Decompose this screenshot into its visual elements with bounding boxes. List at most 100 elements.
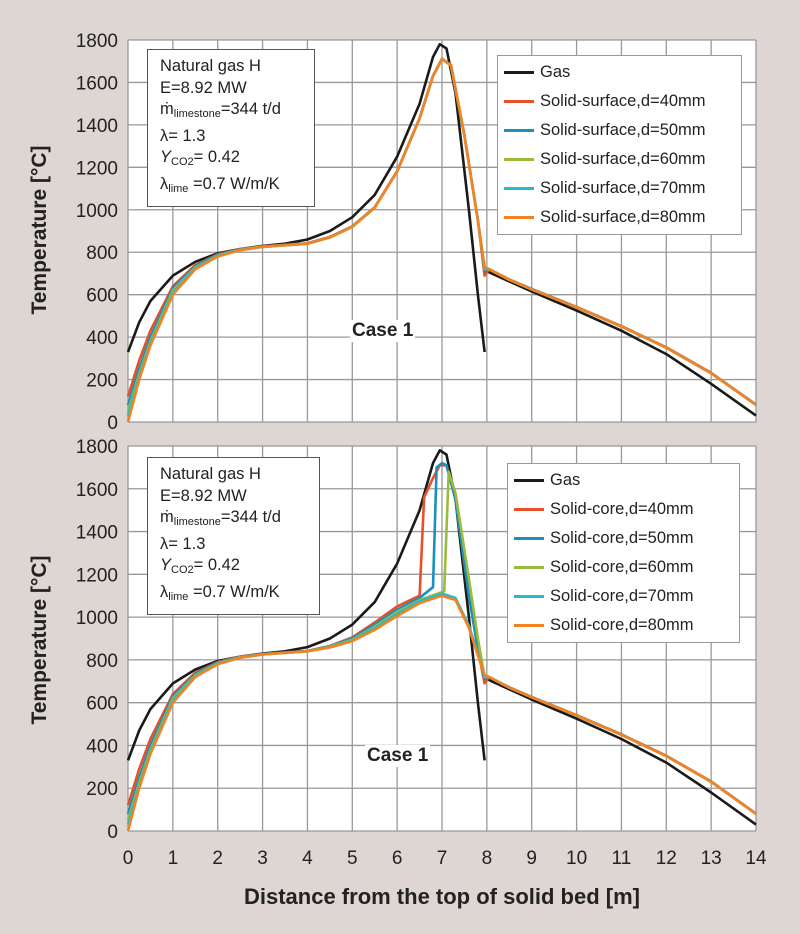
parameter-text: λ [160,174,169,193]
parameter-subscript: limestone [173,108,221,120]
x-tick-label: 14 [745,848,767,869]
y-tick-label: 200 [86,779,118,800]
legend-swatch [504,216,534,219]
y-tick-label: 1200 [76,158,118,179]
legend-swatch [514,624,544,627]
legend-item: Gas [498,58,741,87]
x-tick-label: 3 [257,848,268,869]
parameter-text: λ= 1.3 [160,534,206,553]
y-tick-label: 800 [86,243,118,264]
x-tick-label: 5 [347,848,358,869]
parameter-subscript: lime [168,590,189,603]
legend-item: Solid-surface,d=60mm [498,145,741,174]
parameter-text: ṁ [160,100,174,118]
y-tick-label: 1600 [76,480,118,501]
legend-label: Solid-core,d=60mm [550,558,694,576]
x-tick-label: 4 [302,848,313,869]
case-annotation-top: Case 1 [350,320,416,342]
legend-swatch [504,100,534,103]
legend-swatch [504,129,534,132]
case-annotation-bottom: Case 1 [365,745,431,767]
legend-item: Solid-core,d=70mm [508,582,739,611]
legend-item: Solid-core,d=80mm [508,611,739,640]
legend-label: Solid-core,d=80mm [550,616,694,634]
x-tick-label: 9 [526,848,537,869]
legend-item: Solid-surface,d=80mm [498,203,741,232]
parameter-text: Natural gas H [160,57,261,75]
parameter-text: E=8.92 MW [160,78,247,97]
parameter-subscript: CO2 [171,156,194,168]
parameter-text: E=8.92 MW [160,486,247,505]
y-axis-label-bottom: Temperature [°C] [28,555,51,725]
parameter-subscript: lime [168,182,189,195]
parameter-text: λ [160,582,169,601]
parameter-line: Natural gas H [160,56,306,78]
parameter-line: λ= 1.3 [160,126,306,148]
parameter-line: ṁlimestone=344 t/d [160,507,311,534]
parameter-text: Y [160,556,172,574]
x-tick-label: 13 [701,848,722,869]
legend-top: Gas Solid-surface,d=40mm Solid-surface,d=5… [497,55,742,235]
y-tick-label: 1000 [76,608,118,629]
parameter-subscript: limestone [173,516,221,528]
x-tick-label: 2 [212,848,223,869]
legend-label: Solid-surface,d=60mm [540,150,706,168]
legend-item: Solid-core,d=40mm [508,495,739,524]
x-tick-label: 11 [612,848,632,869]
x-tick-label: 0 [123,848,134,869]
parameter-line: λlime =0.7 W/m/K [160,582,311,609]
parameter-value: = 0.42 [193,556,240,574]
legend-swatch [514,479,544,482]
legend-label: Gas [550,471,581,489]
legend-item: Solid-surface,d=50mm [498,116,741,145]
legend-label: Solid-surface,d=40mm [540,92,706,110]
parameter-line: λlime =0.7 W/m/K [160,174,306,201]
legend-swatch [514,537,544,540]
y-tick-label: 1400 [76,116,118,137]
parameter-line: Natural gas H [160,464,311,486]
x-tick-label: 8 [482,848,493,869]
legend-label: Solid-core,d=40mm [550,500,694,518]
parameter-value: = 0.42 [193,148,240,166]
parameter-subscript: CO2 [171,564,194,576]
parameter-line: ṁlimestone=344 t/d [160,99,306,126]
y-tick-label: 600 [86,286,118,307]
y-tick-label: 600 [86,694,118,715]
y-tick-label: 0 [107,413,118,434]
parameter-text: Y [160,148,172,166]
legend-label: Solid-surface,d=70mm [540,179,706,197]
parameter-value: =344 t/d [220,100,281,118]
parameters-box-top: Natural gas H E=8.92 MW ṁlimestone=344 t/d… [147,49,315,207]
legend-swatch [514,566,544,569]
parameters-box-bottom: Natural gas H E=8.92 MW ṁlimestone=344 t/d… [147,457,320,615]
parameter-line: E=8.92 MW [160,486,311,508]
legend-bottom: Gas Solid-core,d=40mm Solid-core,d=50mm Sol… [507,463,740,643]
y-tick-label: 0 [107,822,118,843]
legend-item: Solid-core,d=50mm [508,524,739,553]
x-tick-label: 10 [566,848,587,869]
legend-label: Gas [540,63,571,81]
legend-label: Solid-core,d=50mm [550,529,694,547]
parameter-line: YCO2= 0.42 [160,147,306,174]
legend-label: Solid-core,d=70mm [550,587,694,605]
parameter-value: =0.7 W/m/K [188,582,280,601]
parameter-line: λ= 1.3 [160,534,311,556]
parameter-value: =344 t/d [220,508,281,526]
x-tick-label: 12 [656,848,677,869]
y-tick-label: 1800 [76,31,118,52]
legend-label: Solid-surface,d=50mm [540,121,706,139]
legend-swatch [504,158,534,161]
legend-swatch [514,508,544,511]
legend-item: Gas [508,466,739,495]
y-axis-label-top: Temperature [°C] [28,145,51,315]
legend-item: Solid-surface,d=40mm [498,87,741,116]
series-line-solid-core-d-80mm [126,594,757,832]
y-tick-label: 1000 [76,201,118,222]
legend-item: Solid-core,d=60mm [508,553,739,582]
y-tick-label: 400 [86,736,118,757]
parameter-text: Natural gas H [160,465,261,483]
legend-item: Solid-surface,d=70mm [498,174,741,203]
x-tick-label: 6 [392,848,403,869]
legend-swatch [514,595,544,598]
y-tick-label: 800 [86,651,118,672]
